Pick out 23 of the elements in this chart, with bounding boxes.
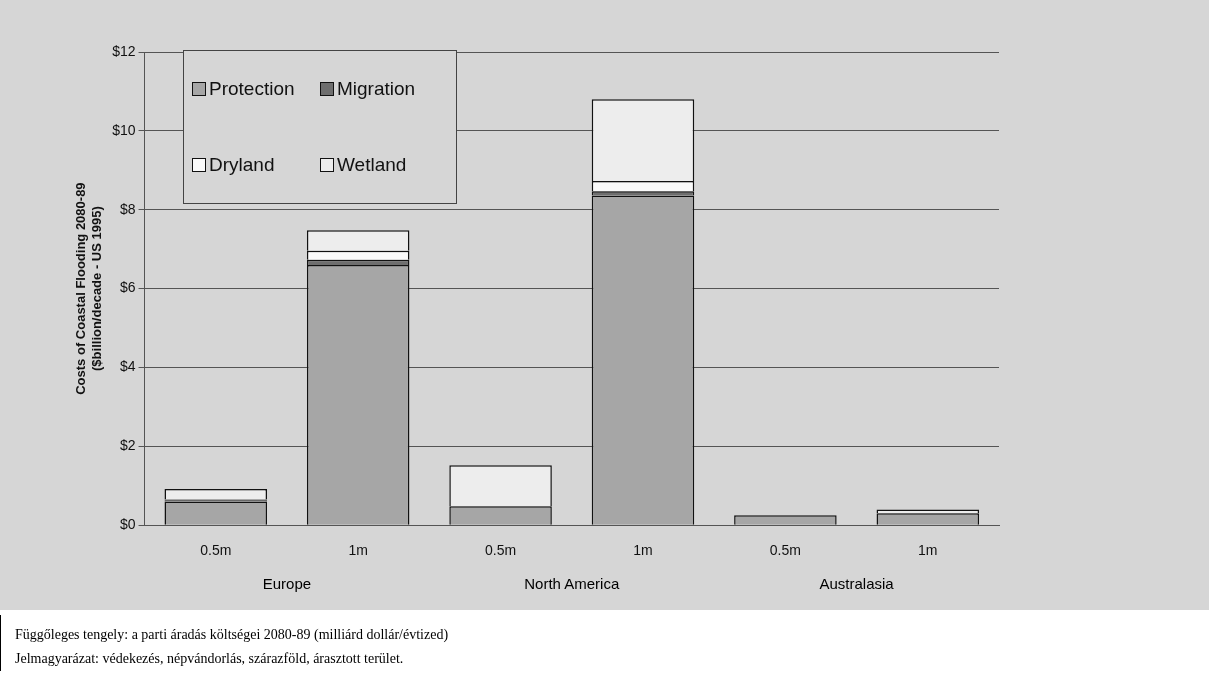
text: North America [524,575,620,592]
y-tick-label: $4 [119,358,136,375]
x-tick-label: 1m [348,542,368,559]
legend-label: Dryland [209,154,275,176]
x-tick-label: 0.5m [769,542,801,559]
x-tick-label: 1m [633,542,653,559]
x-tick-label: 0.5m [485,542,517,559]
y-tick-label: $12 [112,42,136,59]
x-tick-label: 1m [918,542,938,559]
x-tick-label: 0.5m [200,542,232,559]
legend-label: Protection [209,78,295,100]
y-tick-label: $8 [119,200,136,217]
y-axis-title: Costs of Coastal Flooding 2080-89 ($billion/decade - US 1995) [73,182,104,395]
text: Függőleges tengely: a parti áradás költségei 2080-89 (milliárd dollár/évtized) [15,626,450,644]
y-tick-label: $10 [112,121,136,138]
y-tick-label: $6 [119,279,136,296]
text: Jelmagyarázat: védekezés, népvándorlás, szárazföld, árasztott terület. [15,650,405,668]
y-tick-label: $2 [119,437,136,454]
legend-label: Wetland [337,154,407,176]
text: Australasia [819,575,894,592]
y-tick-label: $0 [119,516,136,533]
legend-label: Migration [337,78,416,100]
text: Europe [262,575,312,592]
